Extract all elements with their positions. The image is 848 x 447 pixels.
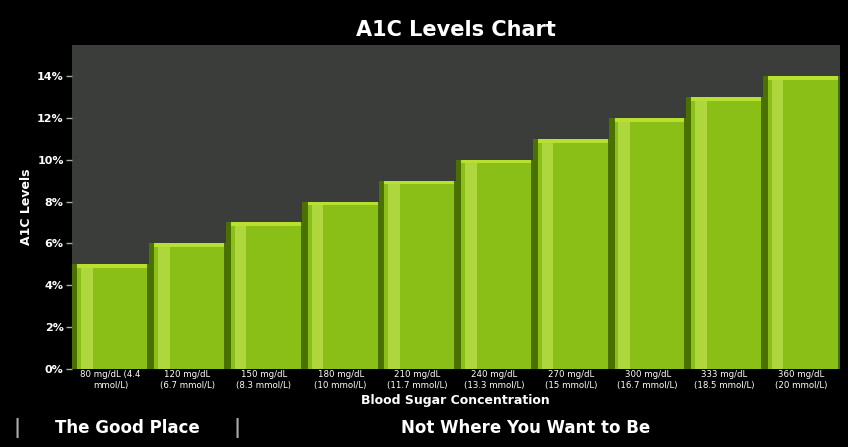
Bar (388, 181, 399, 369)
X-axis label: Blood Sugar Concentration: Blood Sugar Concentration (361, 394, 550, 407)
Bar (148, 264, 149, 369)
Bar (226, 223, 231, 369)
Bar (308, 202, 377, 205)
Bar (154, 243, 224, 247)
Bar (311, 202, 323, 369)
Bar (838, 76, 840, 369)
Bar (77, 264, 148, 268)
Bar (77, 264, 148, 369)
Text: The Good Place: The Good Place (55, 419, 199, 437)
Text: Not Where You Want to Be: Not Where You Want to Be (401, 419, 650, 437)
Bar (301, 223, 302, 369)
Bar (81, 264, 92, 369)
Bar (72, 264, 77, 369)
Bar (235, 223, 246, 369)
Bar (615, 118, 684, 122)
Bar (615, 118, 684, 369)
Bar (465, 160, 477, 369)
Bar (691, 97, 762, 369)
Bar (455, 181, 456, 369)
Text: |: | (14, 418, 20, 438)
Bar (538, 139, 608, 369)
Bar (308, 202, 377, 369)
Bar (531, 160, 533, 369)
Bar (533, 139, 538, 369)
Bar (384, 181, 455, 369)
Bar (618, 118, 630, 369)
Text: |: | (234, 418, 241, 438)
Bar (456, 160, 461, 369)
Bar (695, 97, 706, 369)
Bar (768, 76, 838, 369)
Bar (762, 97, 763, 369)
Bar (461, 160, 531, 164)
Bar (609, 118, 615, 369)
Bar (461, 160, 531, 369)
Bar (763, 76, 768, 369)
Bar (384, 181, 455, 184)
Bar (231, 223, 301, 369)
Bar (542, 139, 553, 369)
Title: A1C Levels Chart: A1C Levels Chart (356, 21, 555, 40)
Bar (772, 76, 784, 369)
Bar (377, 202, 379, 369)
Y-axis label: A1C Levels: A1C Levels (20, 169, 33, 245)
Bar (231, 223, 301, 226)
Bar (608, 139, 609, 369)
Bar (379, 181, 384, 369)
Bar (149, 243, 154, 369)
Bar (684, 118, 686, 369)
Bar (691, 97, 762, 101)
Bar (224, 243, 226, 369)
Bar (768, 76, 838, 80)
Bar (538, 139, 608, 143)
Bar (154, 243, 224, 369)
Bar (302, 202, 308, 369)
Bar (686, 97, 691, 369)
Bar (158, 243, 170, 369)
